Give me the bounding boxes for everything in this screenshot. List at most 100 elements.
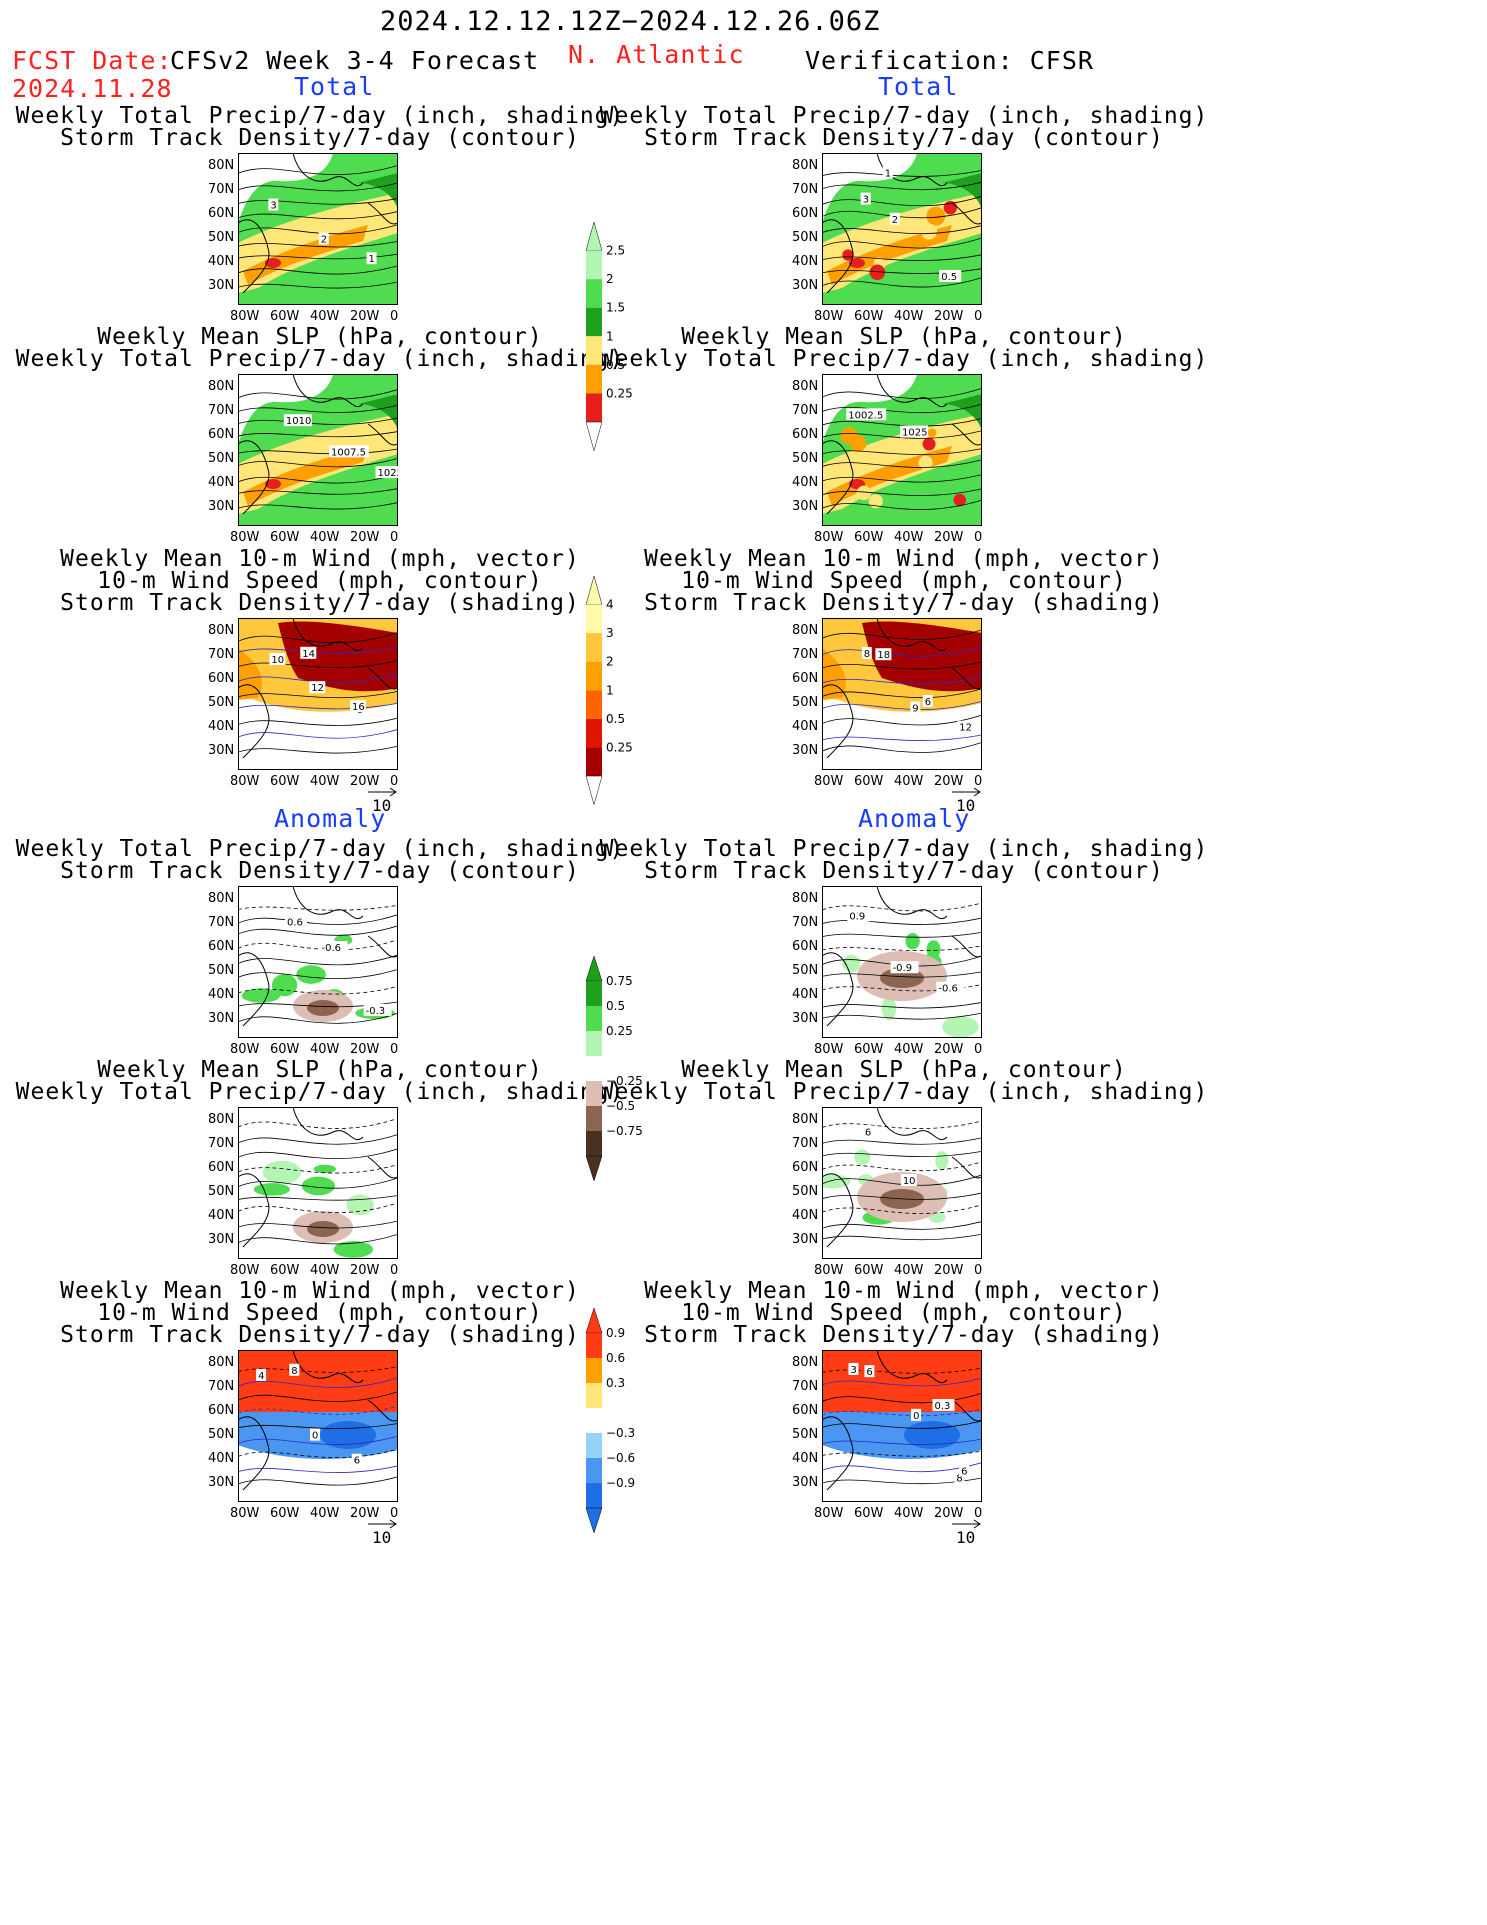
contour-label: 1 xyxy=(885,169,891,180)
contour-label: 12 xyxy=(959,723,972,734)
colorbar-extend-bottom xyxy=(585,775,603,806)
contour-line xyxy=(822,1450,982,1457)
contour-line xyxy=(822,1161,982,1172)
contour-line xyxy=(822,688,982,699)
lat-tick-label: 60N xyxy=(208,939,235,954)
contour-line xyxy=(822,430,982,439)
contour-label-bg xyxy=(861,646,872,659)
contour-label: 10 xyxy=(271,655,284,666)
wet-anomaly xyxy=(301,1176,336,1196)
contour-line xyxy=(822,499,982,510)
map-panel: 6 10 xyxy=(822,1107,982,1259)
lat-tick-label: 30N xyxy=(792,278,819,293)
panel-title: Weekly Mean 10-m Wind (mph, vector) xyxy=(60,546,580,572)
colorbar-level-label: 0.25 xyxy=(606,740,633,754)
colorbar-level-label: 2 xyxy=(606,655,614,669)
lat-tick-label: 80N xyxy=(792,379,819,394)
precip-core xyxy=(827,225,952,285)
panel-title: Weekly Total Precip/7-day (inch, shading… xyxy=(15,103,625,129)
map-field xyxy=(822,374,982,526)
contour-line xyxy=(238,1366,398,1373)
lon-tick-label: 20W xyxy=(934,309,964,324)
dry-anomaly-core xyxy=(307,1000,339,1016)
contour-label-bg xyxy=(959,1464,970,1477)
colorbar-extend-top xyxy=(585,956,603,982)
map-panel: 0.9 -0.9 -0.6 xyxy=(822,886,982,1038)
lat-tick-label: 80N xyxy=(208,158,235,173)
lat-tick-label: 30N xyxy=(208,278,235,293)
map-frame xyxy=(822,618,982,770)
lat-tick-label: 40N xyxy=(208,254,235,269)
contour-line xyxy=(238,632,398,644)
wet-anomaly xyxy=(333,1241,374,1258)
lon-tick-label: 0 xyxy=(390,774,399,789)
lat-tick-label: 50N xyxy=(208,230,235,245)
colorbar-segment xyxy=(586,1458,602,1483)
colorbar-level-label: 0.25 xyxy=(606,1024,633,1038)
contour-label: 16 xyxy=(352,702,365,713)
lat-tick-label: 30N xyxy=(208,743,235,758)
lat-tick-label: 70N xyxy=(208,647,235,662)
contour-label: 0 xyxy=(913,1411,919,1422)
map-field xyxy=(238,374,398,526)
lon-tick-label: 80W xyxy=(230,1263,260,1278)
map-frame xyxy=(822,153,982,305)
lon-tick-label: 60W xyxy=(854,1042,884,1057)
panel-title: 10-m Wind Speed (mph, contour) xyxy=(681,568,1127,594)
wet-anomaly xyxy=(271,973,298,997)
colorbar-level-label: 0.25 xyxy=(606,386,633,400)
panel-title: Weekly Total Precip/7-day (inch, shading… xyxy=(599,1079,1209,1105)
lon-tick-label: 0 xyxy=(390,309,399,324)
colorbar-segment xyxy=(586,364,602,394)
precip-cell xyxy=(926,206,946,226)
contour-line xyxy=(822,277,982,288)
contour-label-bg xyxy=(269,652,286,665)
contour-line xyxy=(238,240,398,248)
coastline xyxy=(822,1107,982,1248)
contour-label-bg xyxy=(351,1453,362,1466)
lon-tick-label: 20W xyxy=(934,1506,964,1521)
contour-label-bg xyxy=(846,408,887,421)
contour-line xyxy=(822,902,982,912)
lon-tick-label: 0 xyxy=(974,1506,983,1521)
panel-title: Weekly Mean 10-m Wind (mph, vector) xyxy=(644,1278,1164,1304)
contour-line xyxy=(238,904,398,911)
contour-label-bg xyxy=(847,909,870,922)
contour-line xyxy=(238,1465,398,1473)
wet-anomaly xyxy=(253,1183,291,1196)
colorbar-level-label: 2.5 xyxy=(606,244,625,258)
colorbar-segment xyxy=(586,661,602,691)
lat-tick-label: 70N xyxy=(792,915,819,930)
contour-line xyxy=(238,265,398,275)
contour-label: -0.6 xyxy=(938,984,958,995)
panel-title: Weekly Mean SLP (hPa, contour) xyxy=(681,324,1127,350)
contour-line xyxy=(238,1435,398,1445)
lat-tick-label: 30N xyxy=(208,1232,235,1247)
contour-label: 2 xyxy=(892,215,898,226)
lat-tick-label: 40N xyxy=(792,254,819,269)
colorbar-segment xyxy=(586,604,602,634)
wet-anomaly xyxy=(935,1151,949,1171)
contour-line xyxy=(822,714,982,726)
contour-label: 0 xyxy=(312,1431,318,1442)
precip-cell xyxy=(856,485,872,501)
lat-tick-label: 30N xyxy=(792,499,819,514)
precip-cell xyxy=(953,493,967,507)
precip-patch xyxy=(358,173,398,213)
contour-line xyxy=(238,488,398,495)
map-frame xyxy=(822,1107,982,1259)
lat-tick-label: 60N xyxy=(208,1160,235,1175)
region-title: N. Atlantic xyxy=(568,40,745,69)
lat-tick-label: 50N xyxy=(792,451,819,466)
lat-tick-label: 70N xyxy=(792,647,819,662)
lon-tick-label: 60W xyxy=(270,1506,300,1521)
lat-tick-label: 30N xyxy=(208,1475,235,1490)
strong-negative xyxy=(904,1421,960,1449)
lat-tick-label: 80N xyxy=(208,623,235,638)
contour-label-bg xyxy=(268,198,279,211)
date-range-title: 2024.12.12.12Z−2024.12.26.06Z xyxy=(380,6,881,37)
panel-title: Storm Track Density/7-day (contour) xyxy=(60,858,580,884)
colorbar: 2.5 2 1.5 1 0.5 0.25 xyxy=(585,222,633,452)
lon-tick-label: 40W xyxy=(310,1506,340,1521)
precip-patch xyxy=(358,394,398,434)
